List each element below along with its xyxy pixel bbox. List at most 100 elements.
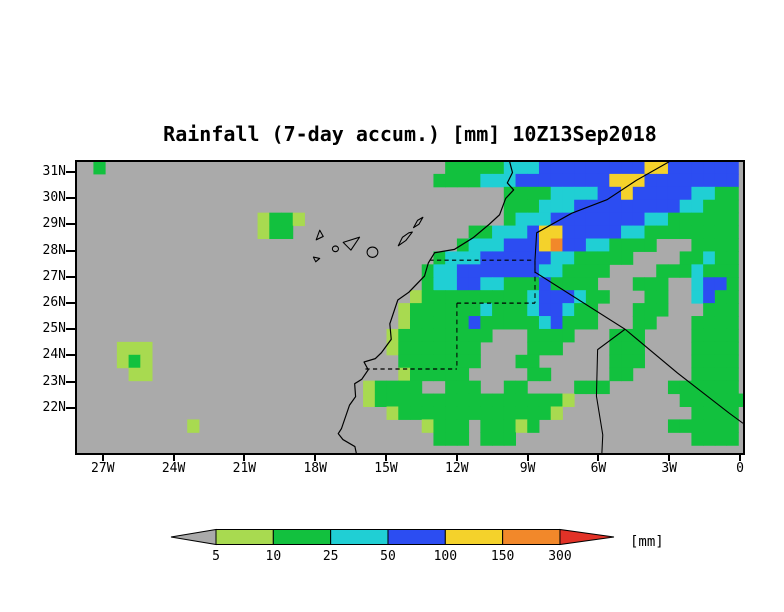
rain-cell	[386, 406, 399, 420]
rain-cell	[527, 406, 540, 420]
rain-cell	[632, 225, 645, 240]
rain-cell	[632, 354, 645, 369]
rain-cell	[480, 238, 493, 252]
rain-cell	[433, 173, 446, 188]
rain-cell	[292, 212, 305, 227]
rain-cell	[574, 186, 587, 201]
rain-cell	[538, 290, 552, 304]
rain-cell	[398, 393, 411, 407]
rain-cell	[480, 251, 493, 265]
rain-cell	[679, 251, 692, 265]
rain-cell	[574, 264, 587, 278]
rain-cell	[410, 354, 423, 369]
rain-cell	[492, 303, 505, 317]
rain-cell	[480, 277, 493, 291]
rain-cell	[691, 186, 704, 201]
rain-cell	[726, 212, 739, 227]
rain-cell	[562, 264, 575, 278]
rain-cell	[585, 173, 599, 188]
x-tick-mark	[526, 453, 529, 461]
rain-cell	[632, 238, 645, 252]
rain-cell	[468, 341, 481, 356]
rain-cell	[503, 419, 516, 433]
rain-cell	[468, 393, 481, 407]
rain-cell	[621, 251, 634, 265]
colorbar-tick-label: 150	[490, 549, 515, 564]
rain-cell	[492, 277, 505, 291]
rain-cell	[456, 162, 470, 175]
rain-cell	[456, 406, 470, 420]
rainfall-raster	[93, 162, 743, 446]
rain-cell	[609, 162, 622, 175]
rain-cell	[585, 316, 599, 330]
rain-cell	[128, 341, 141, 356]
rain-cell	[538, 341, 552, 356]
x-axis-label: 3W	[661, 461, 678, 476]
rain-cell	[398, 380, 411, 395]
rain-cell	[527, 419, 540, 433]
coastline	[337, 162, 515, 453]
rain-cell	[691, 277, 704, 291]
rain-cell	[562, 316, 575, 330]
rain-cell	[644, 212, 657, 227]
colorbar-segment	[330, 529, 389, 545]
rain-cell	[726, 238, 739, 252]
rain-cell	[632, 212, 645, 227]
rain-cell	[538, 162, 552, 175]
rain-cell	[726, 380, 739, 395]
rain-cell	[480, 316, 493, 330]
rain-cell	[726, 251, 739, 265]
rain-cell	[726, 341, 739, 356]
rain-cell	[269, 212, 282, 227]
rain-cell	[585, 264, 599, 278]
rain-cell	[714, 264, 728, 278]
rain-cell	[503, 303, 516, 317]
rain-cell	[550, 186, 563, 201]
rain-cell	[503, 277, 516, 291]
rain-cell	[667, 173, 681, 188]
rain-cell	[480, 406, 493, 420]
rain-cell	[445, 316, 458, 330]
rain-cell	[574, 238, 587, 252]
rain-cell	[398, 328, 411, 343]
rain-cell	[128, 367, 141, 382]
rain-cell	[632, 328, 645, 343]
rain-cell	[492, 432, 505, 446]
colorbar-scale	[170, 528, 615, 546]
rain-cell	[679, 199, 692, 214]
colorbar-segment	[215, 529, 274, 545]
rain-cell	[621, 173, 634, 188]
rain-cell	[363, 380, 376, 395]
rain-cell	[667, 186, 681, 201]
rain-cell	[538, 303, 552, 317]
border-algeria-mali	[624, 328, 743, 424]
rain-cell	[445, 251, 458, 265]
rain-cell	[480, 173, 493, 188]
rain-cell	[492, 225, 505, 240]
rain-cell	[703, 354, 716, 369]
x-axis-label: 27W	[91, 461, 115, 476]
x-axis-label: 24W	[161, 461, 186, 476]
y-tick-mark	[66, 406, 75, 409]
rain-cell	[538, 264, 552, 278]
rain-cell	[527, 199, 540, 214]
rain-cell	[644, 162, 657, 175]
rain-cell	[714, 380, 728, 395]
rain-cell	[538, 212, 552, 227]
rain-cell	[691, 264, 704, 278]
rain-cell	[538, 199, 552, 214]
rain-cell	[410, 341, 423, 356]
rain-cell	[632, 316, 645, 330]
rain-cell	[421, 341, 434, 356]
rain-cell	[550, 406, 563, 420]
colorbar: 5 10 25 50 100 150 300	[170, 528, 630, 572]
rain-cell	[691, 251, 704, 265]
rain-cell	[410, 406, 423, 420]
y-tick-mark	[66, 354, 75, 357]
rain-cell	[492, 173, 505, 188]
rain-cell	[410, 367, 423, 382]
rain-cell	[480, 225, 493, 240]
rain-cell	[597, 264, 610, 278]
rain-cell	[445, 264, 458, 278]
rain-cell	[421, 328, 434, 343]
